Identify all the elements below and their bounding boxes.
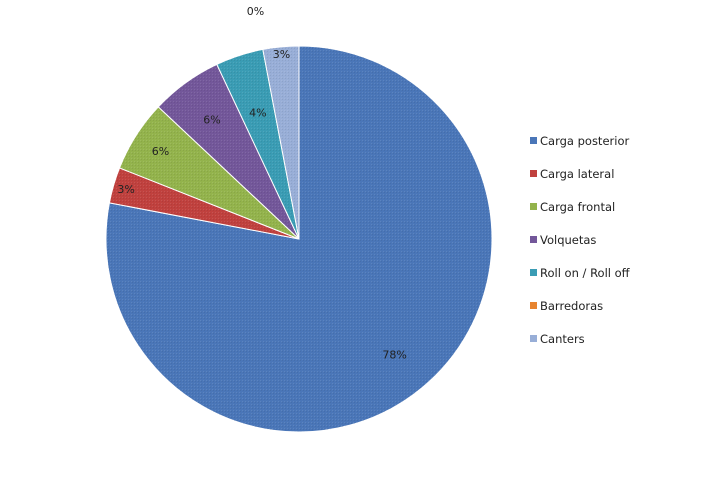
legend-label: Carga frontal — [540, 200, 615, 214]
legend-swatch — [530, 203, 537, 210]
pie-slices — [105, 45, 493, 433]
pie-data-labels: 78% 3% 6% 6% 4% 0% 3% — [117, 5, 406, 362]
pie-data-label: 3% — [117, 183, 134, 196]
pie-data-label: 3% — [273, 48, 290, 61]
pie-slice-texture-6 — [262, 46, 299, 239]
pie-slice-texture-1 — [109, 167, 299, 239]
legend-label: Canters — [540, 332, 585, 346]
pie-data-label: 0% — [247, 5, 264, 18]
legend-swatch — [530, 170, 537, 177]
legend-swatch — [530, 236, 537, 243]
pie-data-label: 6% — [152, 145, 169, 158]
legend-label: Volquetas — [540, 233, 596, 247]
pie-slice-texture-2 — [119, 106, 299, 239]
legend-swatch — [530, 335, 537, 342]
legend-label: Carga posterior — [540, 134, 629, 148]
pie-data-label: 78% — [382, 349, 406, 362]
pie-data-label: 6% — [203, 113, 220, 126]
legend-label: Barredoras — [540, 299, 603, 313]
legend-swatch — [530, 137, 537, 144]
legend-swatch — [530, 302, 537, 309]
legend-label: Carga lateral — [540, 167, 614, 181]
legend: Carga posterior Carga lateral Carga fronta… — [530, 134, 631, 346]
pie-slice-texture-3 — [158, 64, 299, 240]
legend-label: Roll on / Roll off — [540, 266, 631, 280]
pie-slice-texture-4 — [216, 49, 299, 239]
legend-swatch — [530, 269, 537, 276]
pie-data-label: 4% — [249, 107, 266, 120]
